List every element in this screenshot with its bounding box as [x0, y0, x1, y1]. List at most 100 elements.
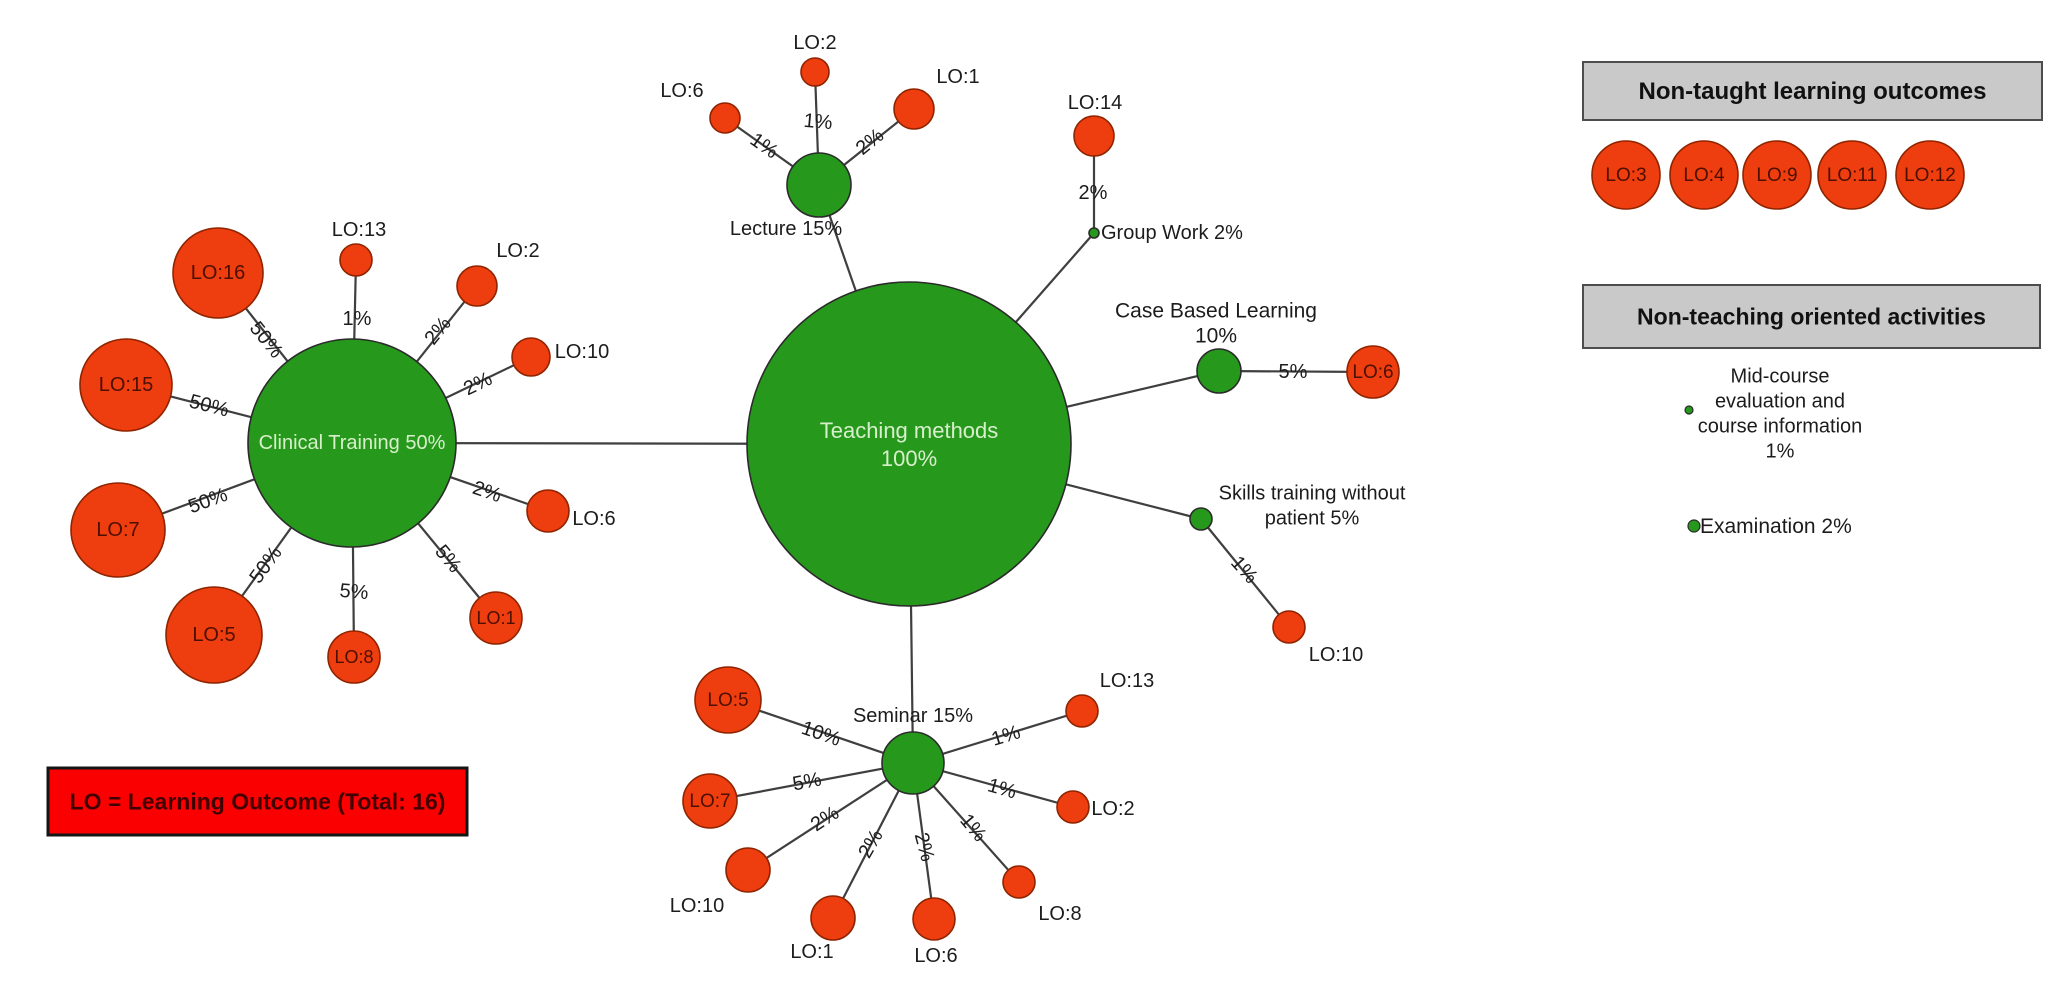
node-sem-lo10	[725, 847, 771, 893]
non-taught-node-LO:3	[1591, 140, 1661, 210]
node-label-sem-lo2: LO:2	[1091, 798, 1134, 820]
non-taught-node-LO:4	[1669, 140, 1739, 210]
non-taught-label-LO:4: LO:4	[1683, 165, 1725, 186]
node-label-sem-lo10: LO:10	[670, 895, 724, 917]
node-label-ct-lo13: LO:13	[332, 219, 386, 241]
legend-text: LO = Learning Outcome (Total: 16)	[70, 789, 446, 815]
activity-label-mid-course-evaluation: Mid-course evaluation and course informati…	[1698, 366, 1863, 463]
node-sem-lo5	[694, 666, 762, 734]
node-seminar	[881, 731, 945, 795]
non-taught-label-LO:11: LO:11	[1827, 165, 1877, 186]
node-clinical	[247, 338, 457, 548]
node-label-sem-lo6: LO:6	[914, 945, 957, 967]
node-label-cbl: Case Based Learning 10%	[1115, 299, 1317, 347]
node-label-clinical: Clinical Training 50%	[259, 432, 446, 454]
node-label-ct-lo5: LO:5	[192, 624, 235, 646]
edge-label-clinical-ct-lo5: 50%	[245, 542, 286, 587]
non-taught-label-LO:12: LO:12	[1904, 165, 1956, 186]
node-label-seminar: Seminar 15%	[853, 705, 973, 727]
non-teaching-title: Non-teaching oriented activities	[1637, 304, 1986, 330]
node-label-ct-lo6: LO:6	[572, 508, 615, 530]
node-lecture	[786, 152, 852, 218]
node-label-lec-lo2: LO:2	[793, 32, 836, 54]
node-label-ct-lo1: LO:1	[476, 608, 515, 628]
node-label-lec-lo6: LO:6	[660, 80, 703, 102]
edge-label-seminar-sem-lo5: 10%	[798, 717, 843, 751]
node-ct-lo13	[339, 243, 373, 277]
node-sem-lo6	[912, 897, 956, 941]
edge-skills-sk-lo10	[1200, 518, 1290, 628]
edge-label-seminar-sem-lo2: 1%	[985, 774, 1019, 803]
non-taught-node-LO:11	[1817, 140, 1887, 210]
activity-dot-mid-course-evaluation	[1684, 405, 1694, 415]
edge-label-clinical-ct-lo7: 50%	[185, 484, 230, 518]
non-taught-node-LO:9	[1742, 140, 1812, 210]
node-label-lo14: LO:14	[1068, 92, 1122, 114]
edge-label-clinical-ct-lo16: 50%	[245, 318, 287, 363]
node-ct-lo16	[172, 227, 264, 319]
node-label-sem-lo8: LO:8	[1038, 903, 1081, 925]
non-taught-node-LO:12	[1895, 140, 1965, 210]
node-teaching	[746, 281, 1072, 607]
node-lec-lo1	[893, 88, 935, 130]
edge-label-clinical-ct-lo13: 1%	[343, 308, 372, 330]
node-skills	[1189, 507, 1213, 531]
edge-label-seminar-sem-lo6: 2%	[910, 830, 939, 864]
node-label-teaching: Teaching methods 100%	[820, 418, 999, 471]
node-cbl	[1196, 348, 1242, 394]
edge-label-cbl-cbl-lo6: 5%	[1279, 361, 1308, 383]
node-label-sem-lo1: LO:1	[790, 941, 833, 963]
node-sem-lo8	[1002, 865, 1036, 899]
edge-label-seminar-sem-lo7: 5%	[791, 768, 824, 795]
node-label-groupwork: Group Work 2%	[1101, 222, 1243, 244]
node-label-sem-lo13: LO:13	[1100, 670, 1154, 692]
non-taught-label-LO:9: LO:9	[1756, 165, 1797, 186]
node-label-ct-lo8: LO:8	[334, 647, 373, 667]
non-taught-label-LO:3: LO:3	[1605, 165, 1646, 186]
edge-label-clinical-ct-lo8: 5%	[339, 580, 370, 604]
node-ct-lo6	[526, 489, 570, 533]
non-taught-header-box	[1582, 61, 2043, 121]
node-label-lec-lo1: LO:1	[936, 66, 979, 88]
edge-label-lecture-lec-lo2: 1%	[803, 110, 834, 134]
node-ct-lo1	[469, 591, 523, 645]
node-label-ct-lo10: LO:10	[555, 341, 609, 363]
node-ct-lo10	[511, 337, 551, 377]
node-ct-lo2	[456, 265, 498, 307]
edge-label-lecture-lec-lo6: 1%	[746, 129, 782, 164]
edge-label-seminar-sem-lo1: 2%	[854, 826, 888, 862]
edge-label-clinical-ct-lo10: 2%	[460, 368, 496, 401]
non-teaching-header-box	[1582, 284, 2041, 349]
node-label-ct-lo16: LO:16	[191, 262, 245, 284]
node-sk-lo10	[1272, 610, 1306, 644]
node-sem-lo7	[682, 773, 738, 829]
node-label-ct-lo15: LO:15	[99, 374, 153, 396]
edge-seminar-sem-lo10	[747, 762, 914, 871]
edge-label-clinical-ct-lo6: 2%	[470, 477, 505, 507]
node-sem-lo13	[1065, 694, 1099, 728]
node-label-lecture: Lecture 15%	[730, 218, 843, 240]
node-lec-lo6	[709, 102, 741, 134]
node-label-sem-lo5: LO:5	[707, 690, 748, 711]
node-label-sk-lo10: LO:10	[1309, 644, 1363, 666]
node-cbl-lo6	[1346, 345, 1400, 399]
node-groupwork	[1088, 227, 1100, 239]
edge-label-seminar-sem-lo10: 2%	[807, 802, 843, 836]
node-label-ct-lo7: LO:7	[96, 519, 139, 541]
node-ct-lo15	[79, 338, 173, 432]
node-lo14	[1073, 115, 1115, 157]
node-label-skills: Skills training without patient 5%	[1219, 483, 1406, 530]
node-ct-lo8	[327, 630, 381, 684]
node-lec-lo2	[800, 57, 830, 87]
node-ct-lo5	[165, 586, 263, 684]
activity-label-examination: Examination 2%	[1700, 515, 1852, 538]
edge-label-clinical-ct-lo15: 50%	[187, 390, 231, 421]
legend-box	[46, 766, 469, 837]
node-label-ct-lo2: LO:2	[496, 240, 539, 262]
edge-seminar-sem-lo7	[709, 761, 914, 803]
node-label-cbl-lo6: LO:6	[1352, 362, 1393, 383]
node-sem-lo1	[810, 895, 856, 941]
node-ct-lo7	[70, 482, 166, 578]
